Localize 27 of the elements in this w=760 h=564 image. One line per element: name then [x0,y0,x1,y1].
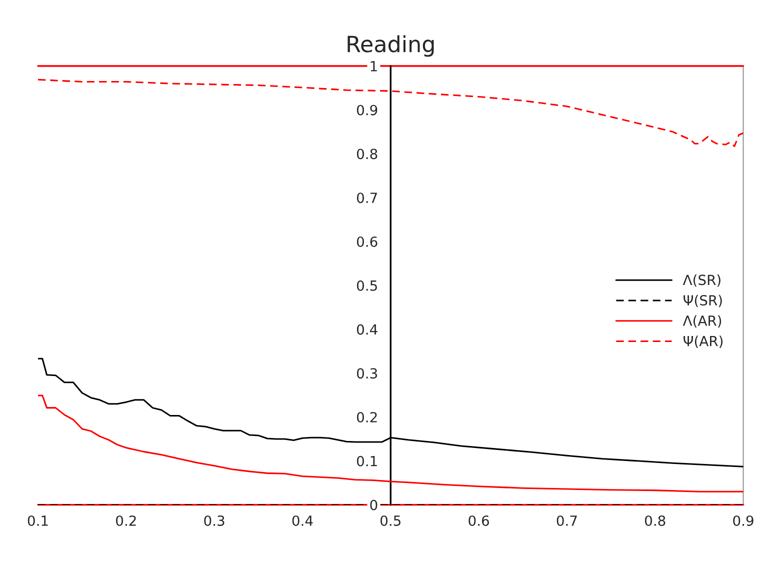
x-tick-label: 0.5 [380,515,400,526]
legend-label: Ψ(AR) [684,336,723,348]
x-tick-label: 0.6 [468,515,489,526]
x-tick-label: 0.2 [116,515,136,526]
x-tick-label: 0.4 [292,515,313,526]
y-tick-label: 0.1 [356,456,377,466]
x-tick-label: 0.9 [733,515,754,526]
y-tick-label: 0.2 [356,412,377,422]
y-tick-label: 0.3 [356,368,378,379]
y-tick-label: 0.6 [356,236,378,247]
y-tick-label: 0.4 [356,324,378,335]
chart-title: Reading [348,35,434,57]
y-tick-label: 0.5 [356,280,377,291]
legend-label: Λ(AR) [682,315,722,328]
y-tick-label: 0.7 [356,192,377,204]
x-tick-label: 0.7 [556,515,577,526]
y-tick-label: 0.8 [356,148,378,160]
legend-label: Ψ(SR) [684,294,722,308]
x-tick-label: 0.8 [644,515,666,526]
y-tick-label: 1 [370,61,377,72]
line-series [38,78,744,148]
x-tick-label: 0.1 [28,515,48,526]
legend-label: Λ(SR) [682,274,720,287]
y-tick-label: 0 [370,500,378,510]
x-tick-label: 0.3 [204,515,224,526]
y-tick-label: 0.9 [356,104,378,116]
line-series [38,394,744,492]
